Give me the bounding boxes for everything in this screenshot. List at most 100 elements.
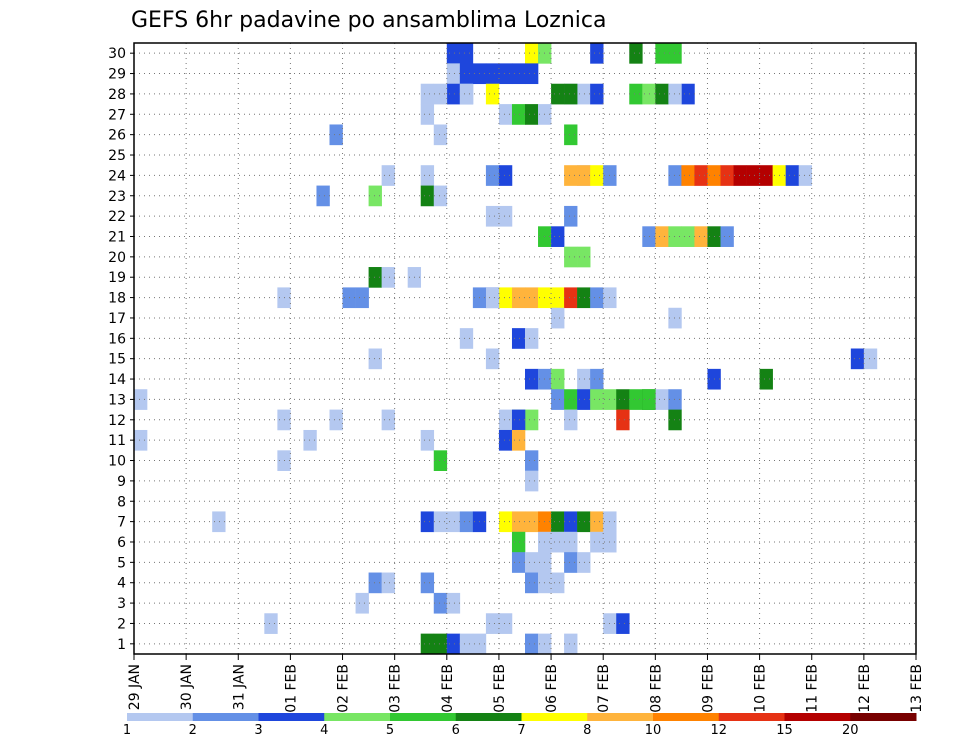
- heatmap-cell: [459, 328, 474, 349]
- heatmap-cell: [551, 572, 565, 594]
- heatmap-cell: [420, 165, 435, 186]
- x-tick-label: 05 FEB: [492, 664, 508, 713]
- legend-label: 20: [842, 723, 859, 738]
- legend-swatch: [784, 713, 851, 721]
- y-tick-label: 18: [108, 291, 126, 307]
- heatmap-cell: [668, 83, 682, 105]
- legend-swatch: [653, 713, 720, 721]
- y-tick-label: 24: [108, 168, 126, 184]
- heatmap-cell: [681, 165, 695, 186]
- heatmap-cell: [525, 511, 539, 533]
- heatmap-cell: [733, 165, 747, 186]
- heatmap-cell: [381, 409, 395, 431]
- heatmap-cell: [759, 165, 773, 186]
- heatmap-cell: [668, 389, 682, 410]
- heatmap-cell: [564, 511, 578, 533]
- legend-swatch: [587, 713, 654, 721]
- heatmap-cell: [498, 409, 513, 431]
- heatmap-cell: [511, 104, 526, 125]
- heatmap-cell: [368, 185, 382, 207]
- heatmap-cell: [498, 165, 513, 186]
- heatmap-cell: [433, 124, 448, 146]
- heatmap-cell: [720, 165, 734, 186]
- x-tick-label: 06 FEB: [544, 664, 560, 713]
- heatmap-cell: [564, 633, 578, 655]
- heatmap-cell: [525, 572, 539, 594]
- legend-swatch: [718, 713, 785, 721]
- heatmap-cell: [590, 389, 604, 410]
- heatmap-cell: [577, 552, 591, 573]
- heatmap-cell: [694, 226, 708, 247]
- heatmap-cell: [590, 368, 604, 390]
- y-axis-ticks: 1234567891011121314151617181920212223242…: [108, 46, 134, 653]
- y-tick-label: 13: [108, 392, 126, 408]
- y-tick-label: 25: [108, 148, 126, 164]
- heatmap-cell: [577, 368, 591, 390]
- y-tick-label: 10: [108, 454, 126, 470]
- heatmap-cell: [629, 43, 643, 64]
- x-tick-label: 13 FEB: [909, 664, 925, 713]
- heatmap-cell: [420, 429, 435, 451]
- y-tick-label: 27: [108, 107, 126, 123]
- heatmap-cell: [681, 83, 695, 105]
- heatmap-cell: [498, 63, 513, 85]
- heatmap-cell: [525, 328, 539, 349]
- heatmap-cell: [616, 409, 630, 431]
- legend-label: 4: [320, 723, 328, 738]
- heatmap-cell: [525, 409, 539, 431]
- y-tick-label: 4: [117, 576, 126, 592]
- heatmap-cell: [798, 165, 813, 186]
- heatmap-cell: [681, 226, 695, 247]
- heatmap-cell: [642, 389, 656, 410]
- heatmap-cell: [446, 592, 461, 614]
- heatmap-cell: [629, 83, 643, 105]
- heatmap-cell: [303, 429, 317, 451]
- heatmap-cell: [511, 552, 526, 573]
- x-tick-label: 10 FEB: [753, 664, 769, 713]
- heatmap-cell: [564, 389, 578, 410]
- x-tick-label: 09 FEB: [700, 664, 716, 713]
- heatmap-cell: [668, 226, 682, 247]
- legend-swatch: [455, 713, 522, 721]
- heatmap-cell: [511, 511, 526, 533]
- y-tick-label: 1: [117, 637, 126, 653]
- legend-swatch: [324, 713, 391, 721]
- heatmap-cell: [498, 613, 513, 634]
- heatmap-cell: [433, 633, 448, 655]
- heatmap-cell: [564, 165, 578, 186]
- heatmap-cell: [212, 511, 226, 533]
- heatmap-cell: [759, 368, 773, 390]
- heatmap-cell: [525, 450, 539, 471]
- legend-label: 10: [645, 723, 662, 738]
- heatmap-cell: [655, 226, 669, 247]
- heatmap-cell: [551, 368, 565, 390]
- x-tick-label: 02 FEB: [336, 664, 352, 713]
- heatmap-cell: [433, 83, 448, 105]
- x-tick-label: 03 FEB: [388, 664, 404, 713]
- heatmap-cell: [642, 83, 656, 105]
- x-tick-label: 11 FEB: [805, 664, 821, 713]
- heatmap-cell: [551, 226, 565, 247]
- heatmap-cell: [433, 450, 448, 471]
- heatmap-cell: [264, 613, 278, 634]
- heatmap-cell: [590, 83, 604, 105]
- heatmap-cells: [134, 43, 878, 655]
- legend-label: 8: [583, 723, 591, 738]
- heatmap-cell: [577, 165, 591, 186]
- heatmap-cell: [616, 613, 630, 634]
- heatmap-cell: [564, 83, 578, 105]
- y-tick-label: 23: [108, 189, 126, 205]
- heatmap-cell: [746, 165, 760, 186]
- y-tick-label: 5: [117, 555, 126, 571]
- legend-label: 7: [517, 723, 525, 738]
- heatmap-cell: [485, 205, 500, 227]
- heatmap-cell: [668, 307, 682, 329]
- heatmap-cell: [381, 165, 395, 186]
- y-tick-label: 2: [117, 616, 126, 632]
- heatmap-cell: [655, 43, 669, 64]
- y-tick-label: 3: [117, 596, 126, 612]
- heatmap-cell: [525, 470, 539, 492]
- heatmap-cell: [485, 287, 500, 309]
- color-legend: 1 2 3 4 5 6 7 8 10 12 15 20: [123, 713, 917, 738]
